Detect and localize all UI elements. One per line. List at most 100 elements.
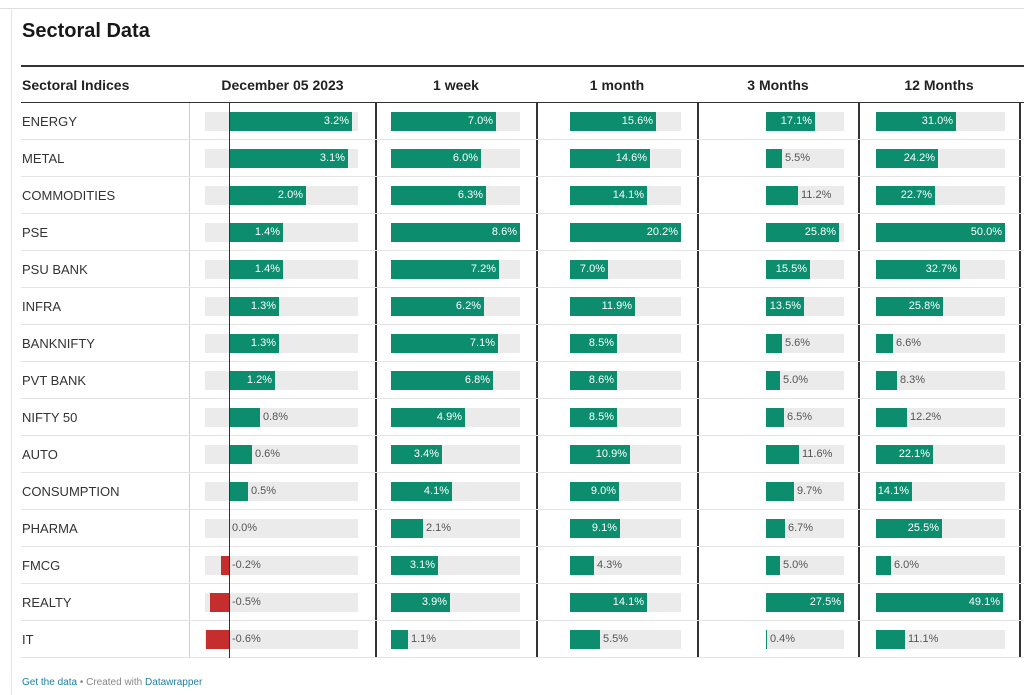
value-bar [876, 334, 893, 353]
value-label: 3.1% [319, 152, 345, 164]
value-bar [766, 334, 782, 353]
value-label: 17.1% [780, 115, 812, 127]
value-label: 4.9% [436, 411, 462, 423]
value-label: 5.5% [785, 152, 811, 164]
value-bar [570, 630, 600, 649]
value-bar [766, 186, 798, 205]
footer-separator: • Created with [77, 677, 146, 688]
value-bar [229, 482, 248, 501]
row-divider [21, 324, 1024, 325]
row-divider [21, 583, 1024, 584]
datawrapper-link[interactable]: Datawrapper [145, 677, 203, 688]
value-label: 8.5% [588, 411, 614, 423]
value-label: 11.9% [601, 300, 632, 312]
value-bar [391, 408, 465, 427]
value-label: 9.1% [591, 522, 617, 534]
value-bar [570, 371, 617, 390]
zero-axis-line [229, 103, 230, 658]
value-bar [876, 445, 933, 464]
value-label: 27.5% [809, 596, 841, 608]
bar-track [205, 371, 358, 390]
value-label: 3.2% [323, 115, 349, 127]
value-label: 7.0% [579, 263, 605, 275]
bar-track [876, 408, 1005, 427]
value-label: 12.2% [910, 411, 942, 423]
row-divider [21, 620, 1024, 621]
value-bar [229, 260, 283, 279]
value-label: 25.8% [908, 300, 940, 312]
value-label: 14.1% [877, 485, 909, 497]
header-december-05-2023: December 05 2023 [221, 77, 344, 93]
get-the-data-link[interactable]: Get the data [22, 677, 78, 688]
value-bar [229, 112, 352, 131]
value-label: 1.3% [250, 300, 276, 312]
value-bar [570, 334, 617, 353]
column-separator [697, 103, 699, 658]
value-bar [229, 186, 306, 205]
bar-track [766, 334, 844, 353]
value-bar [229, 371, 275, 390]
value-label: 6.0% [452, 152, 478, 164]
value-label: 5.0% [783, 374, 809, 386]
value-bar [229, 445, 252, 464]
value-label: -0.5% [232, 596, 261, 608]
value-label: 9.0% [590, 485, 616, 497]
bar-track [205, 556, 358, 575]
row-divider [21, 287, 1024, 288]
value-bar [766, 593, 844, 612]
value-label: 14.1% [612, 596, 644, 608]
value-label: 11.6% [802, 448, 833, 460]
value-bar [570, 556, 594, 575]
value-bar [221, 556, 229, 575]
value-label: 3.4% [413, 448, 439, 460]
value-label: 5.5% [603, 633, 629, 645]
value-label: 2.1% [426, 522, 452, 534]
value-bar [229, 223, 283, 242]
value-bar [391, 149, 481, 168]
value-bar [876, 556, 891, 575]
row-divider [21, 509, 1024, 510]
row-divider [21, 361, 1024, 362]
value-label: 0.5% [251, 485, 277, 497]
value-bar [766, 112, 815, 131]
value-label: 1.2% [246, 374, 272, 386]
value-bar [766, 371, 780, 390]
row-divider [21, 472, 1024, 473]
value-label: 5.0% [783, 559, 809, 571]
value-bar [876, 482, 912, 501]
value-label: 8.3% [900, 374, 926, 386]
value-label: 7.0% [467, 115, 493, 127]
value-label: 32.7% [925, 263, 957, 275]
value-bar [229, 334, 279, 353]
value-label: 1.4% [254, 263, 280, 275]
value-label: 6.5% [787, 411, 813, 423]
value-bar [229, 149, 348, 168]
sector-name: ENERGY [22, 114, 77, 129]
value-bar [391, 371, 493, 390]
value-bar [876, 408, 907, 427]
sector-name: PSU BANK [22, 262, 88, 277]
value-label: 25.8% [804, 226, 836, 238]
header-3-months: 3 Months [747, 77, 809, 93]
value-label: 1.3% [250, 337, 276, 349]
value-label: 0.0% [232, 522, 258, 534]
value-label: 6.8% [464, 374, 490, 386]
value-label: -0.6% [232, 633, 261, 645]
value-label: 15.5% [775, 263, 807, 275]
sector-name: PSE [22, 225, 49, 240]
value-bar [229, 408, 260, 427]
value-bar [570, 445, 630, 464]
value-label: 0.6% [255, 448, 281, 460]
bar-track [876, 334, 1005, 353]
value-bar [570, 408, 617, 427]
bar-track [391, 630, 520, 649]
value-bar [876, 630, 905, 649]
sector-name: CONSUMPTION [22, 484, 120, 499]
bar-track [205, 630, 358, 649]
bar-track [766, 556, 844, 575]
value-bar [391, 630, 408, 649]
value-label: 11.2% [801, 189, 832, 201]
row-divider [21, 176, 1024, 177]
value-label: 8.6% [491, 226, 517, 238]
sector-name: FMCG [22, 558, 61, 573]
